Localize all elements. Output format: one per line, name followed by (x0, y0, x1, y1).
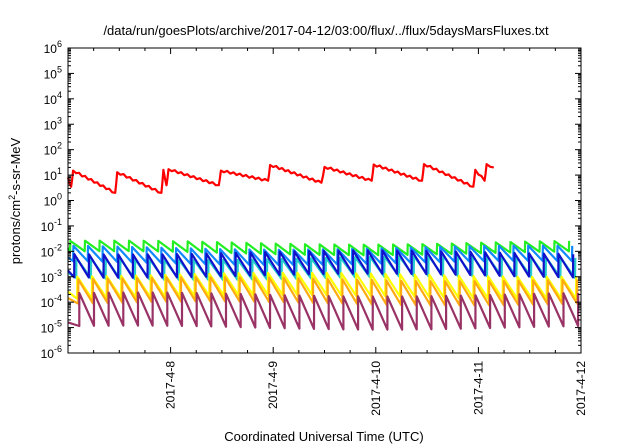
x-tick-label: 2017-4-10 (369, 361, 383, 416)
y-tick-label: 100 (44, 192, 62, 209)
series-line-1 (67, 239, 571, 257)
y-tick-label: 10-6 (41, 344, 62, 361)
chart-title: /data/run/goesPlots/archive/2017-04-12/0… (103, 23, 549, 38)
y-tick-label: 105 (44, 64, 62, 81)
y-tick-label: 102 (44, 141, 62, 158)
series-layer (66, 163, 580, 331)
y-axis: 10-6 10-5 10-4 10-3 10-2 10-1 100 101 102 103 104 1… (41, 39, 581, 361)
y-axis-label: protons/cm2-s-sr-MeV (7, 137, 23, 264)
series-line-4 (67, 249, 575, 279)
x-axis-label: Coordinated Universal Time (UTC) (224, 429, 423, 444)
series-line-6 (67, 276, 579, 307)
y-tick-label: 104 (44, 90, 62, 107)
x-axis: 2017-4-8 2017-4-9 2017-4-10 2017-4-11 2017-4… (93, 48, 588, 416)
y-tick-label: 10-2 (41, 242, 62, 259)
x-tick-label: 2017-4-8 (164, 361, 178, 409)
x-tick-label: 2017-4-12 (574, 361, 588, 416)
y-tick-label: 101 (44, 166, 62, 183)
series-line-0 (66, 163, 494, 194)
y-tick-label: 10-5 (41, 319, 62, 336)
y-tick-label: 10-4 (41, 293, 62, 310)
y-tick-label: 10-1 (41, 217, 62, 234)
y-tick-label: 106 (44, 39, 62, 56)
x-tick-label: 2017-4-9 (266, 361, 280, 409)
x-tick-label: 2017-4-11 (471, 361, 485, 415)
series-line-7 (67, 291, 580, 331)
y-tick-label: 103 (44, 115, 62, 132)
y-tick-label: 10-3 (41, 268, 62, 285)
